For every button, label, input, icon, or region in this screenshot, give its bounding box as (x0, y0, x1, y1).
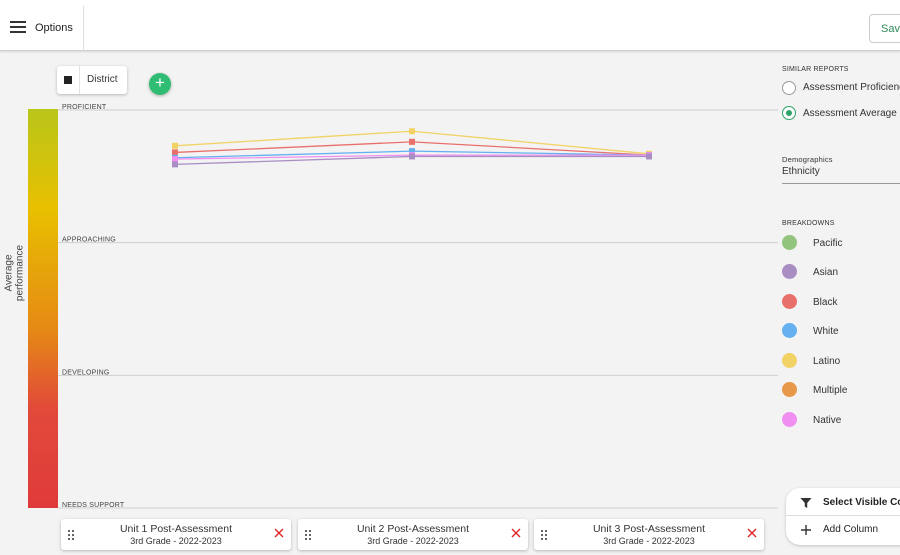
column-subtitle: 3rd Grade - 2022-2023 (367, 536, 459, 546)
add-comparison-button[interactable]: + (149, 73, 171, 95)
column-actions-panel: Select Visible Columns Add Column (786, 488, 900, 545)
legend-label-native[interactable]: Native (813, 415, 842, 426)
actions-divider (786, 515, 900, 516)
legend-label-pacific[interactable]: Pacific (813, 238, 843, 249)
band-label-needs-support: NEEDS SUPPORT (62, 502, 125, 509)
drag-handle-icon[interactable] (541, 530, 547, 540)
data-point-white (409, 148, 415, 155)
data-point-native (172, 156, 178, 163)
options-label[interactable]: Options (35, 22, 73, 34)
column-title: Unit 3 Post-Assessment (592, 523, 706, 535)
district-toggle-button[interactable]: District (57, 66, 127, 94)
legend-dot-white[interactable] (782, 323, 797, 338)
top-strip (0, 0, 900, 6)
report-label-average[interactable]: Assessment Average (803, 108, 897, 119)
legend-dot-pacific[interactable] (782, 235, 797, 250)
column-subtitle: 3rd Grade - 2022-2023 (603, 536, 695, 546)
column-subtitle: 3rd Grade - 2022-2023 (130, 536, 222, 546)
column-title: Unit 1 Post-Assessment (119, 523, 233, 535)
legend-label-asian[interactable]: Asian (813, 267, 839, 278)
data-point-asian (409, 153, 415, 160)
column-title: Unit 2 Post-Assessment (356, 523, 470, 535)
select-visible-columns-button[interactable]: Select Visible Columns (786, 490, 900, 516)
legend-label-black[interactable]: Black (813, 297, 838, 308)
drag-handle-icon[interactable] (68, 530, 74, 540)
save-button[interactable]: Save (869, 14, 900, 43)
column-card-unit-1[interactable]: Unit 1 Post-Assessment 3rd Grade - 2022-… (61, 519, 291, 550)
close-icon[interactable] (273, 527, 285, 539)
report-radio-proficiency[interactable] (782, 81, 796, 95)
band-label-proficient: PROFICIENT (62, 104, 107, 111)
column-card-unit-2[interactable]: Unit 2 Post-Assessment 3rd Grade - 2022-… (298, 519, 528, 550)
column-card-unit-3[interactable]: Unit 3 Post-Assessment 3rd Grade - 2022-… (534, 519, 764, 550)
legend-dot-native[interactable] (782, 412, 797, 427)
toolbar-divider (83, 6, 84, 51)
line-chart: PROFICIENT APPROACHING DEVELOPING NEEDS SUP… (58, 104, 778, 509)
close-icon[interactable] (510, 527, 522, 539)
breakdowns-title: BREAKDOWNS (782, 220, 835, 227)
data-point-latino (409, 128, 415, 135)
data-point-black (409, 138, 415, 145)
legend-dot-latino[interactable] (782, 353, 797, 368)
close-icon[interactable] (746, 527, 758, 539)
legend-label-latino[interactable]: Latino (813, 356, 841, 367)
data-point-asian (646, 153, 652, 160)
filter-icon (800, 498, 812, 508)
y-axis-title: Average performance (3, 244, 26, 302)
report-label-proficiency[interactable]: Assessment Proficiency (803, 82, 900, 93)
data-point-black (172, 149, 178, 156)
legend-dot-multiple[interactable] (782, 382, 797, 397)
add-column-button[interactable]: Add Column (786, 517, 900, 543)
plus-icon (801, 525, 811, 535)
district-label: District (87, 74, 118, 85)
legend-dot-black[interactable] (782, 294, 797, 309)
band-label-developing: DEVELOPING (62, 369, 110, 376)
demographics-select[interactable]: Ethnicity (782, 166, 900, 184)
district-divider (79, 66, 80, 94)
report-radio-average[interactable] (782, 106, 796, 120)
performance-gradient-bar (28, 109, 58, 508)
top-bar: Options Save (0, 6, 900, 51)
drag-handle-icon[interactable] (305, 530, 311, 540)
legend-label-multiple[interactable]: Multiple (813, 385, 848, 396)
select-visible-columns-label: Select Visible Columns (823, 497, 900, 508)
data-point-asian (172, 161, 178, 168)
band-label-approaching: APPROACHING (62, 237, 116, 244)
district-square-icon (64, 76, 72, 84)
demographics-title: Demographics (782, 155, 833, 164)
data-point-latino (172, 142, 178, 149)
similar-reports-title: SIMILAR REPORTS (782, 66, 849, 73)
legend-label-white[interactable]: White (813, 326, 839, 337)
legend-dot-asian[interactable] (782, 264, 797, 279)
hamburger-menu-icon[interactable] (10, 21, 26, 35)
add-column-label: Add Column (823, 524, 879, 535)
